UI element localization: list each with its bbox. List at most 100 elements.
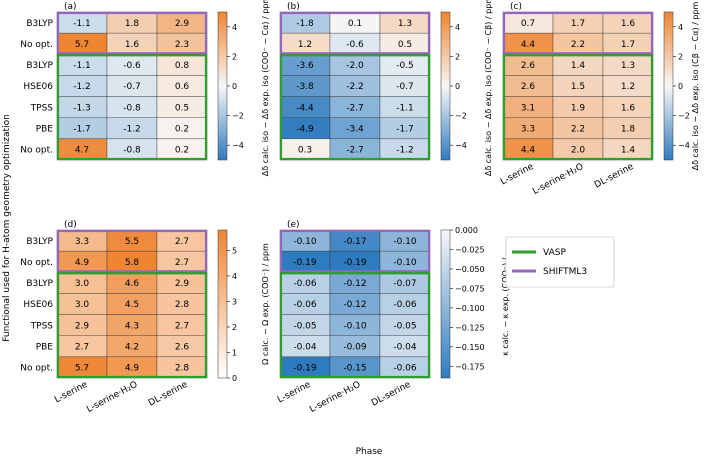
shiftml-group-frame [56,11,208,55]
vasp-group-frame [279,54,431,161]
colorbar-tick-label: −4 [232,141,244,150]
cell-value-label: -2.2 [346,82,364,92]
cell-value-label: -0.19 [343,258,367,268]
cell-value-label: 2.9 [175,19,190,29]
cell-value-label: 4.6 [125,279,140,289]
cell-value-label: 1.7 [621,40,635,50]
colorbar-tick-label: −0.100 [455,304,485,313]
cell-value-label: -0.12 [343,279,366,289]
row-tick-label: PBE [36,342,54,352]
colorbar-tick-label: 5 [232,246,237,255]
cell-value-label: -1.8 [296,19,314,29]
figure-ylabel: Functional used for H-atom geometry opti… [2,114,12,342]
cell-value-label: -0.05 [393,321,416,331]
cell-value-label: -0.07 [393,279,416,289]
panel-label: (a) [64,2,77,12]
vasp-group-frame [56,272,208,379]
cell-value-label: 0.6 [175,82,190,92]
cell-value-label: 1.8 [621,124,636,134]
cell-value-label: -0.6 [123,61,141,71]
colorbar-tick-label: 4 [232,272,237,281]
colorbar [663,11,674,161]
cell-value-label: -0.04 [393,342,417,352]
cell-value-label: -0.06 [293,279,317,289]
column-tick-label: L-serine [53,380,90,406]
column-tick-label: L-serine·H₂O [308,380,362,415]
heatmap-panel: (d) 3.3 5.5 2.7 4.9 5.8 2.7 3.0 4.6 2.9 3.0 4.5 2.8 2… [20,220,270,415]
cell-value-label: 1.2 [621,82,635,92]
cell-value-label: 3.0 [75,300,90,310]
column-tick-label: DL-serine [370,380,413,409]
shiftml-group-frame [279,11,431,55]
cell-value-label: -0.10 [393,258,417,268]
colorbar-tick-label: −0.050 [455,265,485,274]
cell-value-label: 4.9 [75,258,90,268]
cell-value-label: 2.6 [521,82,536,92]
colorbar-label: κ calc. − κ exp. (COO⁻) / - [501,252,510,356]
cell-value-label: -0.7 [123,82,141,92]
cell-value-label: 3.0 [75,279,90,289]
cell-value-label: 1.5 [571,82,585,92]
colorbar-tick-label: −0.125 [455,323,485,332]
column-tick-label: L-serine [499,162,536,188]
row-tick-label: HSE06 [23,82,53,92]
cell-value-label: 5.7 [75,40,89,50]
colorbar-tick-label: 0 [678,82,683,91]
cell-value-label: -0.7 [396,82,414,92]
cell-value-label: -1.7 [73,124,91,134]
colorbar-tick-label: −4 [678,141,690,150]
cell-value-label: -2.0 [346,61,364,71]
heatmap-panel: (e) -0.10 -0.17 -0.10 -0.19 -0.19 -0.10 -0.06 -0… [276,220,510,415]
row-tick-label: TPSS [30,321,54,331]
shiftml-group-frame [502,11,654,55]
cell-value-label: -1.2 [396,146,414,156]
cell-value-label: -0.8 [123,146,141,156]
colorbar-tick-label: 0.000 [455,226,478,235]
colorbar-tick-label: 1 [232,348,237,357]
cell-value-label: 3.3 [75,237,89,247]
heatmap-panels: (a) -1.1 1.8 2.9 5.7 1.6 2.3 -1.1 -0.6 0.8 -1.2 -0.… [20,0,700,415]
cell-value-label: 2.0 [571,146,586,156]
colorbar-tick-label: 0 [455,82,460,91]
cell-value-label: -0.6 [346,40,364,50]
cell-value-label: -1.2 [73,82,91,92]
heatmap-panel: (c) 0.7 1.7 1.6 4.4 2.2 1.7 2.6 1.4 1.3 2.6 1.5 1.2 3… [499,1,700,197]
cell-value-label: 0.2 [175,146,189,156]
cell-value-label: -0.5 [396,61,414,71]
column-tick-label: L-serine·H₂O [85,380,139,415]
cell-value-label: -0.15 [343,364,366,374]
cell-value-label: 2.2 [571,124,585,134]
colorbar [440,11,451,161]
cell-value-label: 3.1 [521,103,535,113]
colorbar [217,11,228,161]
colorbar-tick-label: −2 [455,112,467,121]
colorbar-tick-label: 0 [232,374,237,383]
cell-value-label: 0.5 [175,103,189,113]
cell-value-label: -0.12 [343,300,366,310]
row-tick-label: PBE [36,124,54,134]
cell-value-label: -0.05 [293,321,316,331]
cell-value-label: -2.7 [346,146,364,156]
cell-value-label: 4.3 [125,321,139,331]
heatmap-panel: (a) -1.1 1.8 2.9 5.7 1.6 2.3 -1.1 -0.6 0.8 -1.2 -0.… [20,0,270,176]
cell-value-label: 4.7 [75,146,89,156]
cell-value-label: 3.3 [521,124,535,134]
cell-value-label: 1.8 [125,19,140,29]
cell-value-label: -3.8 [296,82,314,92]
panel-label: (d) [64,220,77,230]
cell-value-label: 2.7 [75,342,89,352]
cell-value-label: 4.4 [521,40,536,50]
row-tick-label: No opt. [20,40,53,50]
cell-value-label: 0.3 [298,146,312,156]
cell-value-label: 1.2 [298,40,312,50]
panel-label: (e) [287,220,300,230]
cell-value-label: 1.6 [621,103,636,113]
cell-value-label: -0.10 [393,237,417,247]
cell-value-label: 2.2 [571,40,585,50]
vasp-group-frame [56,54,208,161]
cell-value-label: 1.3 [398,19,412,29]
colorbar-tick-label: −0.025 [455,245,485,254]
cell-value-label: 1.4 [621,146,636,156]
colorbar-tick-label: −2 [678,112,690,121]
